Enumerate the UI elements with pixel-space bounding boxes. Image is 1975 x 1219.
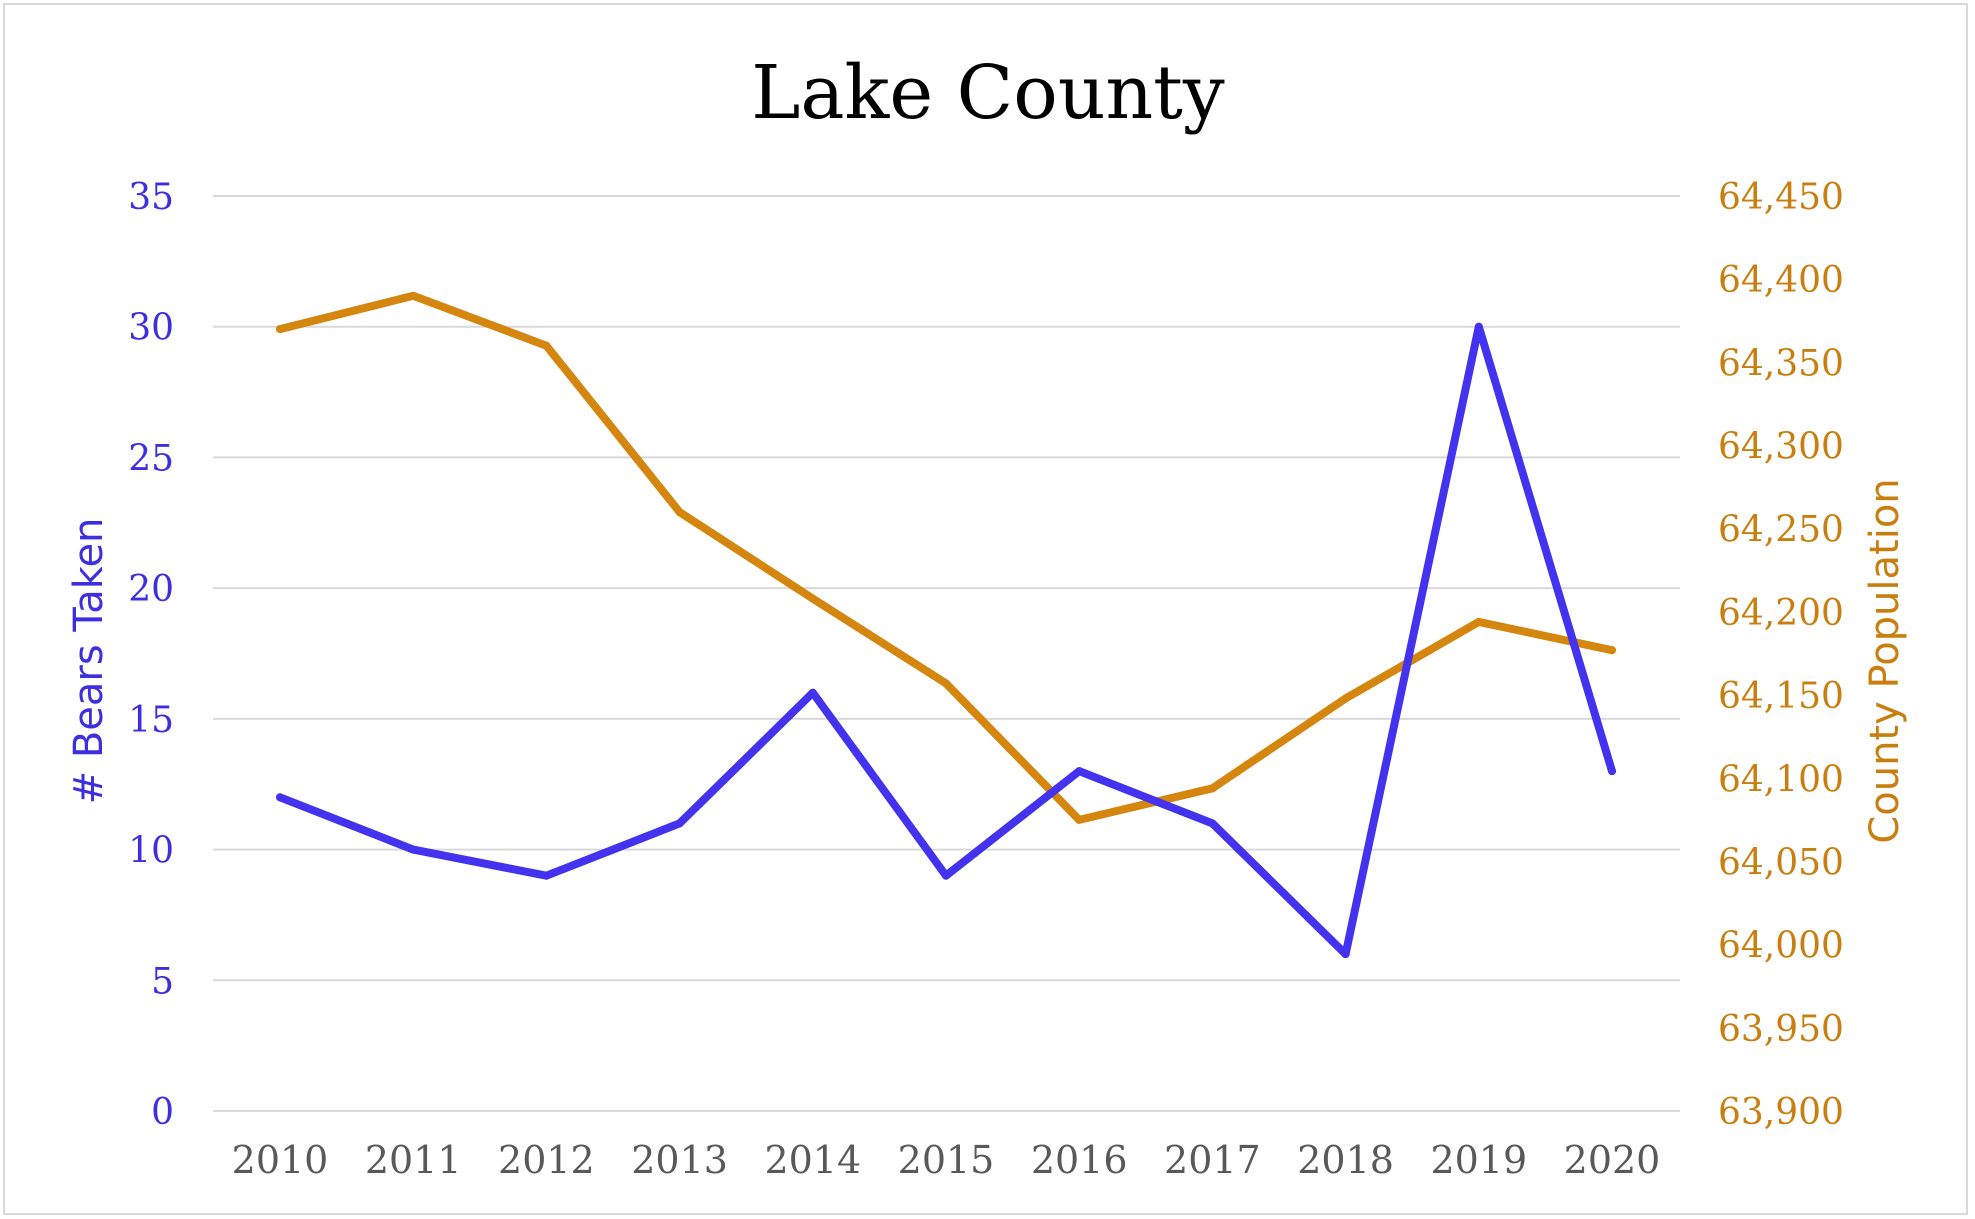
bears-data-point	[675, 819, 684, 828]
population-series-line	[276, 291, 1616, 824]
population-data-point	[409, 291, 418, 300]
bears-data-point	[409, 845, 418, 854]
bears-data-point	[1075, 767, 1084, 776]
population-data-point	[1341, 694, 1350, 703]
x-tick-label: 2010	[232, 1138, 329, 1182]
right-tick-label: 64,350	[1718, 343, 1844, 384]
population-data-point	[1208, 784, 1217, 793]
chart-title: Lake County	[751, 50, 1225, 136]
right-tick-label: 64,300	[1718, 427, 1844, 468]
x-tick-label: 2012	[498, 1138, 595, 1182]
bears-data-point	[942, 871, 950, 880]
x-tick-label: 2020	[1564, 1138, 1661, 1182]
bears-data-point	[1608, 767, 1616, 776]
population-data-point	[675, 508, 684, 517]
x-tick-label: 2019	[1430, 1138, 1527, 1182]
bears-data-point	[808, 688, 817, 697]
bears-series-line	[276, 322, 1616, 959]
right-tick-label: 64,200	[1718, 593, 1844, 634]
right-tick-label: 64,250	[1718, 510, 1844, 551]
bears-data-point	[1341, 950, 1350, 959]
left-tick-label: 10	[128, 831, 174, 872]
chart-frame	[3, 3, 1968, 1215]
population-data-point	[1474, 617, 1483, 626]
right-tick-label: 64,150	[1718, 676, 1844, 717]
left-tick-label: 20	[128, 569, 174, 610]
population-data-point	[808, 594, 817, 603]
bears-data-point	[276, 793, 284, 802]
left-tick-label: 5	[151, 961, 174, 1002]
right-tick-label: 64,100	[1718, 759, 1844, 800]
x-tick-label: 2011	[365, 1138, 462, 1182]
right-tick-label: 63,950	[1718, 1009, 1844, 1050]
series-layer	[276, 291, 1616, 959]
right-tick-label: 64,400	[1718, 260, 1844, 301]
left-tick-label: 0	[151, 1092, 174, 1133]
right-axis-label: County Population	[1862, 478, 1908, 843]
x-tick-label: 2017	[1164, 1138, 1261, 1182]
left-tick-label: 35	[128, 177, 174, 218]
left-axis-label: # Bears Taken	[66, 518, 112, 805]
x-axis-ticks: 2010 2011 2012 2013 2014 2015 2016 2017 2018 2019…	[232, 1138, 1661, 1182]
x-tick-label: 2013	[631, 1138, 728, 1182]
population-data-point	[1075, 815, 1084, 824]
right-axis-ticks: 63,900 63,950 64,000 64,050 64,100 64,150 64,2…	[1718, 177, 1844, 1133]
population-data-point	[542, 341, 551, 350]
right-tick-label: 63,900	[1718, 1092, 1844, 1133]
right-tick-label: 64,450	[1718, 177, 1844, 218]
right-tick-label: 64,000	[1718, 926, 1844, 967]
population-data-point	[942, 679, 950, 688]
x-tick-label: 2018	[1297, 1138, 1394, 1182]
bears-data-point	[542, 871, 551, 880]
left-axis-ticks: 0 5 10 15 20 25 30 35	[128, 177, 174, 1133]
x-tick-label: 2015	[898, 1138, 995, 1182]
bears-data-point	[1474, 322, 1483, 331]
population-data-point	[276, 325, 284, 334]
bears-data-point	[1208, 819, 1217, 828]
left-tick-label: 30	[128, 308, 174, 349]
x-tick-label: 2014	[764, 1138, 861, 1182]
right-tick-label: 64,050	[1718, 842, 1844, 883]
left-tick-label: 15	[128, 700, 174, 741]
left-tick-label: 25	[128, 438, 174, 479]
gridlines	[213, 195, 1680, 1112]
population-data-point	[1608, 646, 1616, 655]
x-tick-label: 2016	[1031, 1138, 1128, 1182]
